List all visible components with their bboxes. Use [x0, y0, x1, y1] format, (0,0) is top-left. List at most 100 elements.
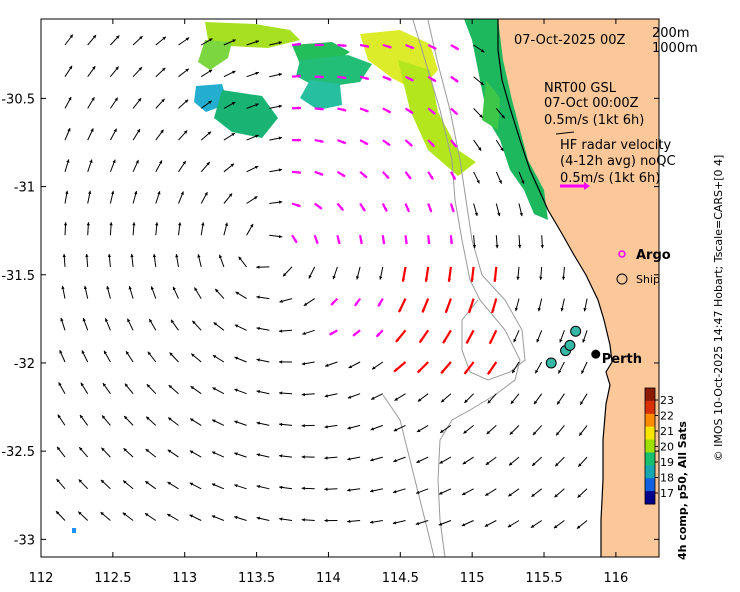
current-arrowhead: [371, 396, 375, 400]
lon-tick-label: 116: [603, 571, 628, 586]
current-arrowhead: [256, 358, 260, 362]
current-arrowhead: [347, 519, 351, 524]
current-arrowhead: [535, 369, 539, 374]
date-label: 07-Oct-2025 00Z: [514, 33, 626, 48]
colorbar-tick-label: 20: [660, 441, 674, 454]
current-arrowhead: [88, 190, 92, 195]
current-arrowhead: [91, 97, 95, 101]
current-arrowhead: [576, 525, 581, 529]
current-arrowhead: [445, 309, 449, 313]
current-arrowhead: [92, 35, 97, 39]
lon-tick-label: 115.5: [525, 571, 562, 586]
current-arrowhead: [372, 366, 376, 370]
current-arrowhead: [387, 109, 391, 113]
current-arrowhead: [363, 174, 367, 178]
current-arrowhead: [347, 395, 352, 399]
current-arrowhead: [495, 244, 499, 249]
current-arrowhead: [145, 481, 149, 485]
current-arrowhead: [463, 430, 467, 434]
station-line-1: NRT00 GSL: [544, 81, 617, 96]
current-arrowhead: [102, 383, 107, 387]
current-arrowhead: [183, 130, 188, 134]
colorbar-segment: [645, 478, 655, 492]
colorbar-segment: [645, 439, 655, 453]
current-arrowhead: [82, 318, 86, 322]
current-arrowhead: [464, 399, 468, 403]
current-arrowhead: [452, 176, 456, 180]
current-arrowhead: [234, 388, 238, 392]
current-arrowhead: [449, 240, 454, 245]
current-arrowhead: [581, 370, 585, 374]
current-arrowhead: [557, 401, 561, 405]
current-arrowhead: [441, 369, 445, 374]
current-arrowhead: [134, 190, 138, 195]
current-arrowhead: [189, 514, 194, 518]
current-arrowhead: [320, 75, 324, 79]
current-arrowhead: [509, 431, 514, 435]
current-arrowhead: [485, 492, 489, 496]
current-arrowhead: [234, 420, 238, 424]
current-arrowhead: [113, 128, 117, 133]
current-arrowhead: [353, 332, 357, 336]
current-arrowhead: [253, 196, 258, 200]
current-arrowhead: [324, 518, 328, 523]
current-arrowhead: [432, 78, 436, 82]
sst-colorbar: 23 22 21 20 19 18 17: [644, 387, 674, 505]
current-arrowhead: [431, 143, 435, 147]
current-arrowhead: [152, 254, 157, 258]
current-arrowhead: [392, 521, 397, 525]
current-arrowhead: [447, 278, 451, 282]
current-arrowhead: [211, 483, 216, 487]
lon-tick-label: 115: [460, 571, 485, 586]
current-arrowhead: [302, 331, 306, 335]
current-arrowhead: [279, 329, 283, 333]
isobaths: [382, 19, 526, 558]
colorbar-tick-label: 22: [660, 410, 674, 423]
current-arrowhead: [297, 106, 301, 110]
current-arrowhead: [112, 159, 116, 164]
current-arrowhead: [365, 108, 369, 113]
current-arrowhead: [230, 163, 235, 167]
current-arrowhead: [387, 77, 392, 81]
current-arrowhead: [484, 523, 489, 527]
current-arrowhead: [578, 463, 582, 467]
current-arrowhead: [125, 351, 130, 355]
current-arrowhead: [106, 286, 110, 290]
current-arrowhead: [192, 320, 196, 325]
current-arrowhead: [540, 245, 544, 249]
current-arrowhead: [170, 319, 175, 324]
current-arrowhead: [461, 523, 466, 527]
current-arrowhead: [132, 222, 136, 226]
colorbar-tick-label: 21: [660, 425, 674, 438]
current-arrowhead: [211, 515, 216, 519]
depth-label-1000m: 1000m: [652, 41, 698, 56]
current-arrowhead: [384, 208, 388, 212]
current-arrowhead: [212, 419, 216, 423]
current-arrowhead: [114, 97, 118, 102]
current-arrowhead: [440, 429, 444, 433]
current-arrowhead: [301, 455, 305, 459]
current-arrowhead: [324, 456, 328, 460]
current-arrowhead: [394, 397, 398, 401]
current-arrowhead: [124, 383, 129, 388]
colorbar-segment: [645, 400, 655, 415]
current-arrowhead: [279, 454, 283, 458]
axes: 112 112.5 113 113.5 114 114.5 115 115.5 116 -30.5…: [1, 19, 659, 586]
current-arrowhead: [401, 278, 406, 282]
current-arrowhead: [580, 401, 584, 405]
current-arrowhead: [378, 302, 382, 307]
current-arrowhead: [66, 159, 70, 163]
current-arrowhead: [301, 392, 305, 397]
current-arrowhead: [301, 362, 306, 366]
current-arrowhead: [254, 165, 259, 169]
current-arrowhead: [485, 461, 490, 465]
current-arrowhead: [224, 222, 229, 227]
current-arrowhead: [539, 276, 543, 280]
current-arrowhead: [109, 222, 113, 226]
current-arrowhead: [68, 96, 72, 101]
current-arrowhead: [319, 172, 324, 176]
current-arrowhead: [57, 414, 61, 419]
colorbar-title: 4h comp, p50, All Sats: [676, 421, 689, 560]
current-arrowhead: [396, 338, 400, 342]
current-arrowhead: [410, 45, 414, 49]
